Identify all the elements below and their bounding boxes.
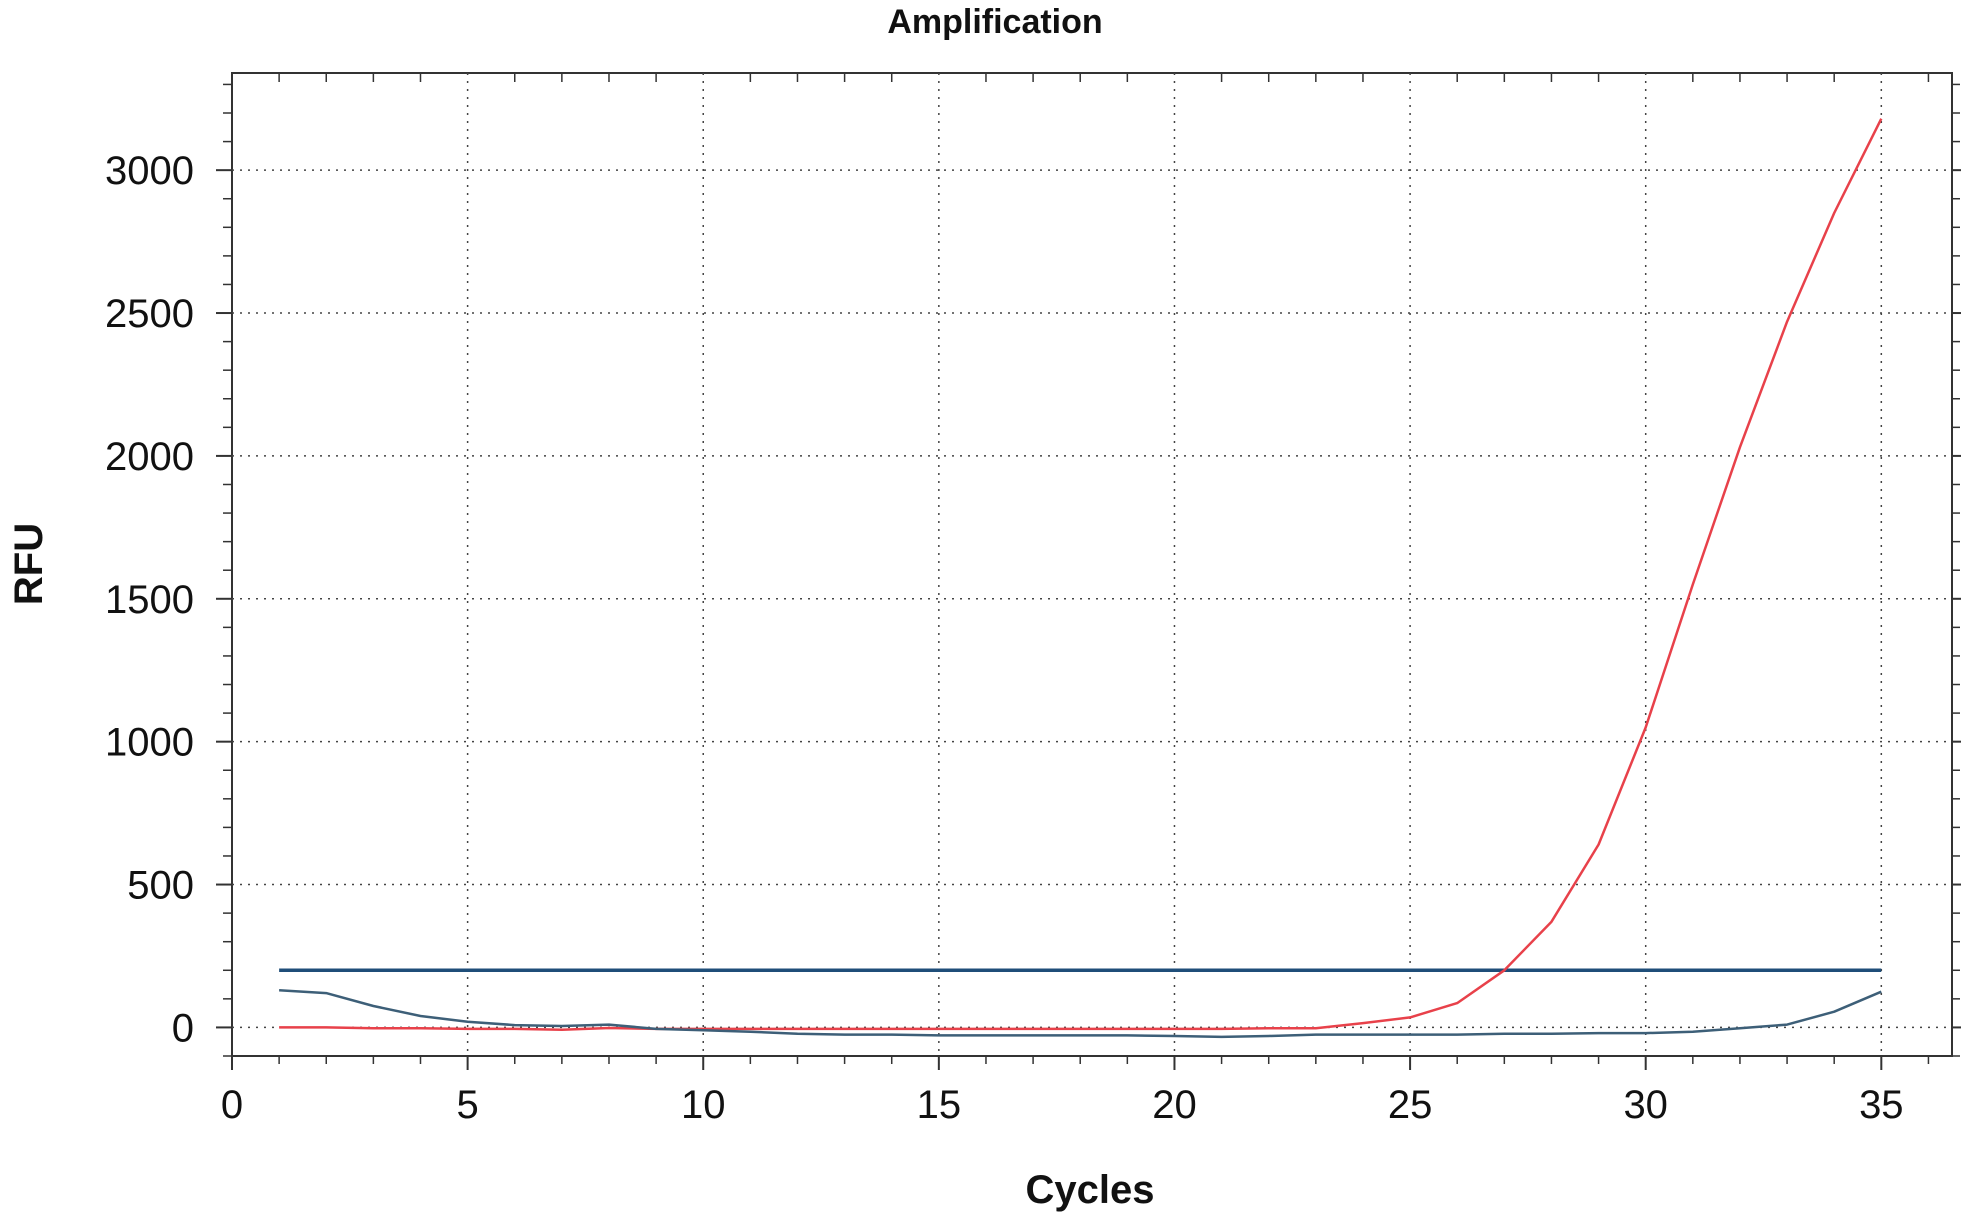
series [279, 118, 1883, 1039]
series-line-1 [279, 118, 1883, 1031]
x-tick-label: 10 [681, 1083, 726, 1127]
y-tick-label: 2000 [105, 435, 194, 479]
y-tick-label: 500 [127, 864, 194, 908]
y-tick-label: 1500 [105, 578, 194, 622]
grid [232, 73, 1952, 1056]
x-tick-label: 30 [1623, 1083, 1668, 1127]
y-tick-label: 1000 [105, 721, 194, 765]
minor-ticks [223, 73, 1960, 1064]
y-tick-label: 2500 [105, 292, 194, 336]
x-tick-label: 5 [456, 1083, 478, 1127]
x-tick-label: 0 [221, 1083, 243, 1127]
y-axis-title: RFU [7, 523, 51, 605]
y-tick-label: 0 [172, 1006, 194, 1050]
x-tick-label: 35 [1859, 1083, 1904, 1127]
x-tick-label: 20 [1152, 1083, 1197, 1127]
y-axis-ticks: 0 500 1000 1500 2000 2500 3000 [105, 149, 1961, 1050]
chart-title: Amplification [887, 3, 1102, 41]
x-tick-label: 15 [917, 1083, 962, 1127]
x-axis-ticks: 0 5 10 15 20 25 30 35 [221, 1056, 1904, 1127]
y-tick-label: 3000 [105, 149, 194, 193]
plot-frame [231, 72, 1953, 1057]
series-line-2 [279, 989, 1882, 1039]
x-axis-title: Cycles [1026, 1168, 1155, 1212]
x-tick-label: 25 [1388, 1083, 1433, 1127]
